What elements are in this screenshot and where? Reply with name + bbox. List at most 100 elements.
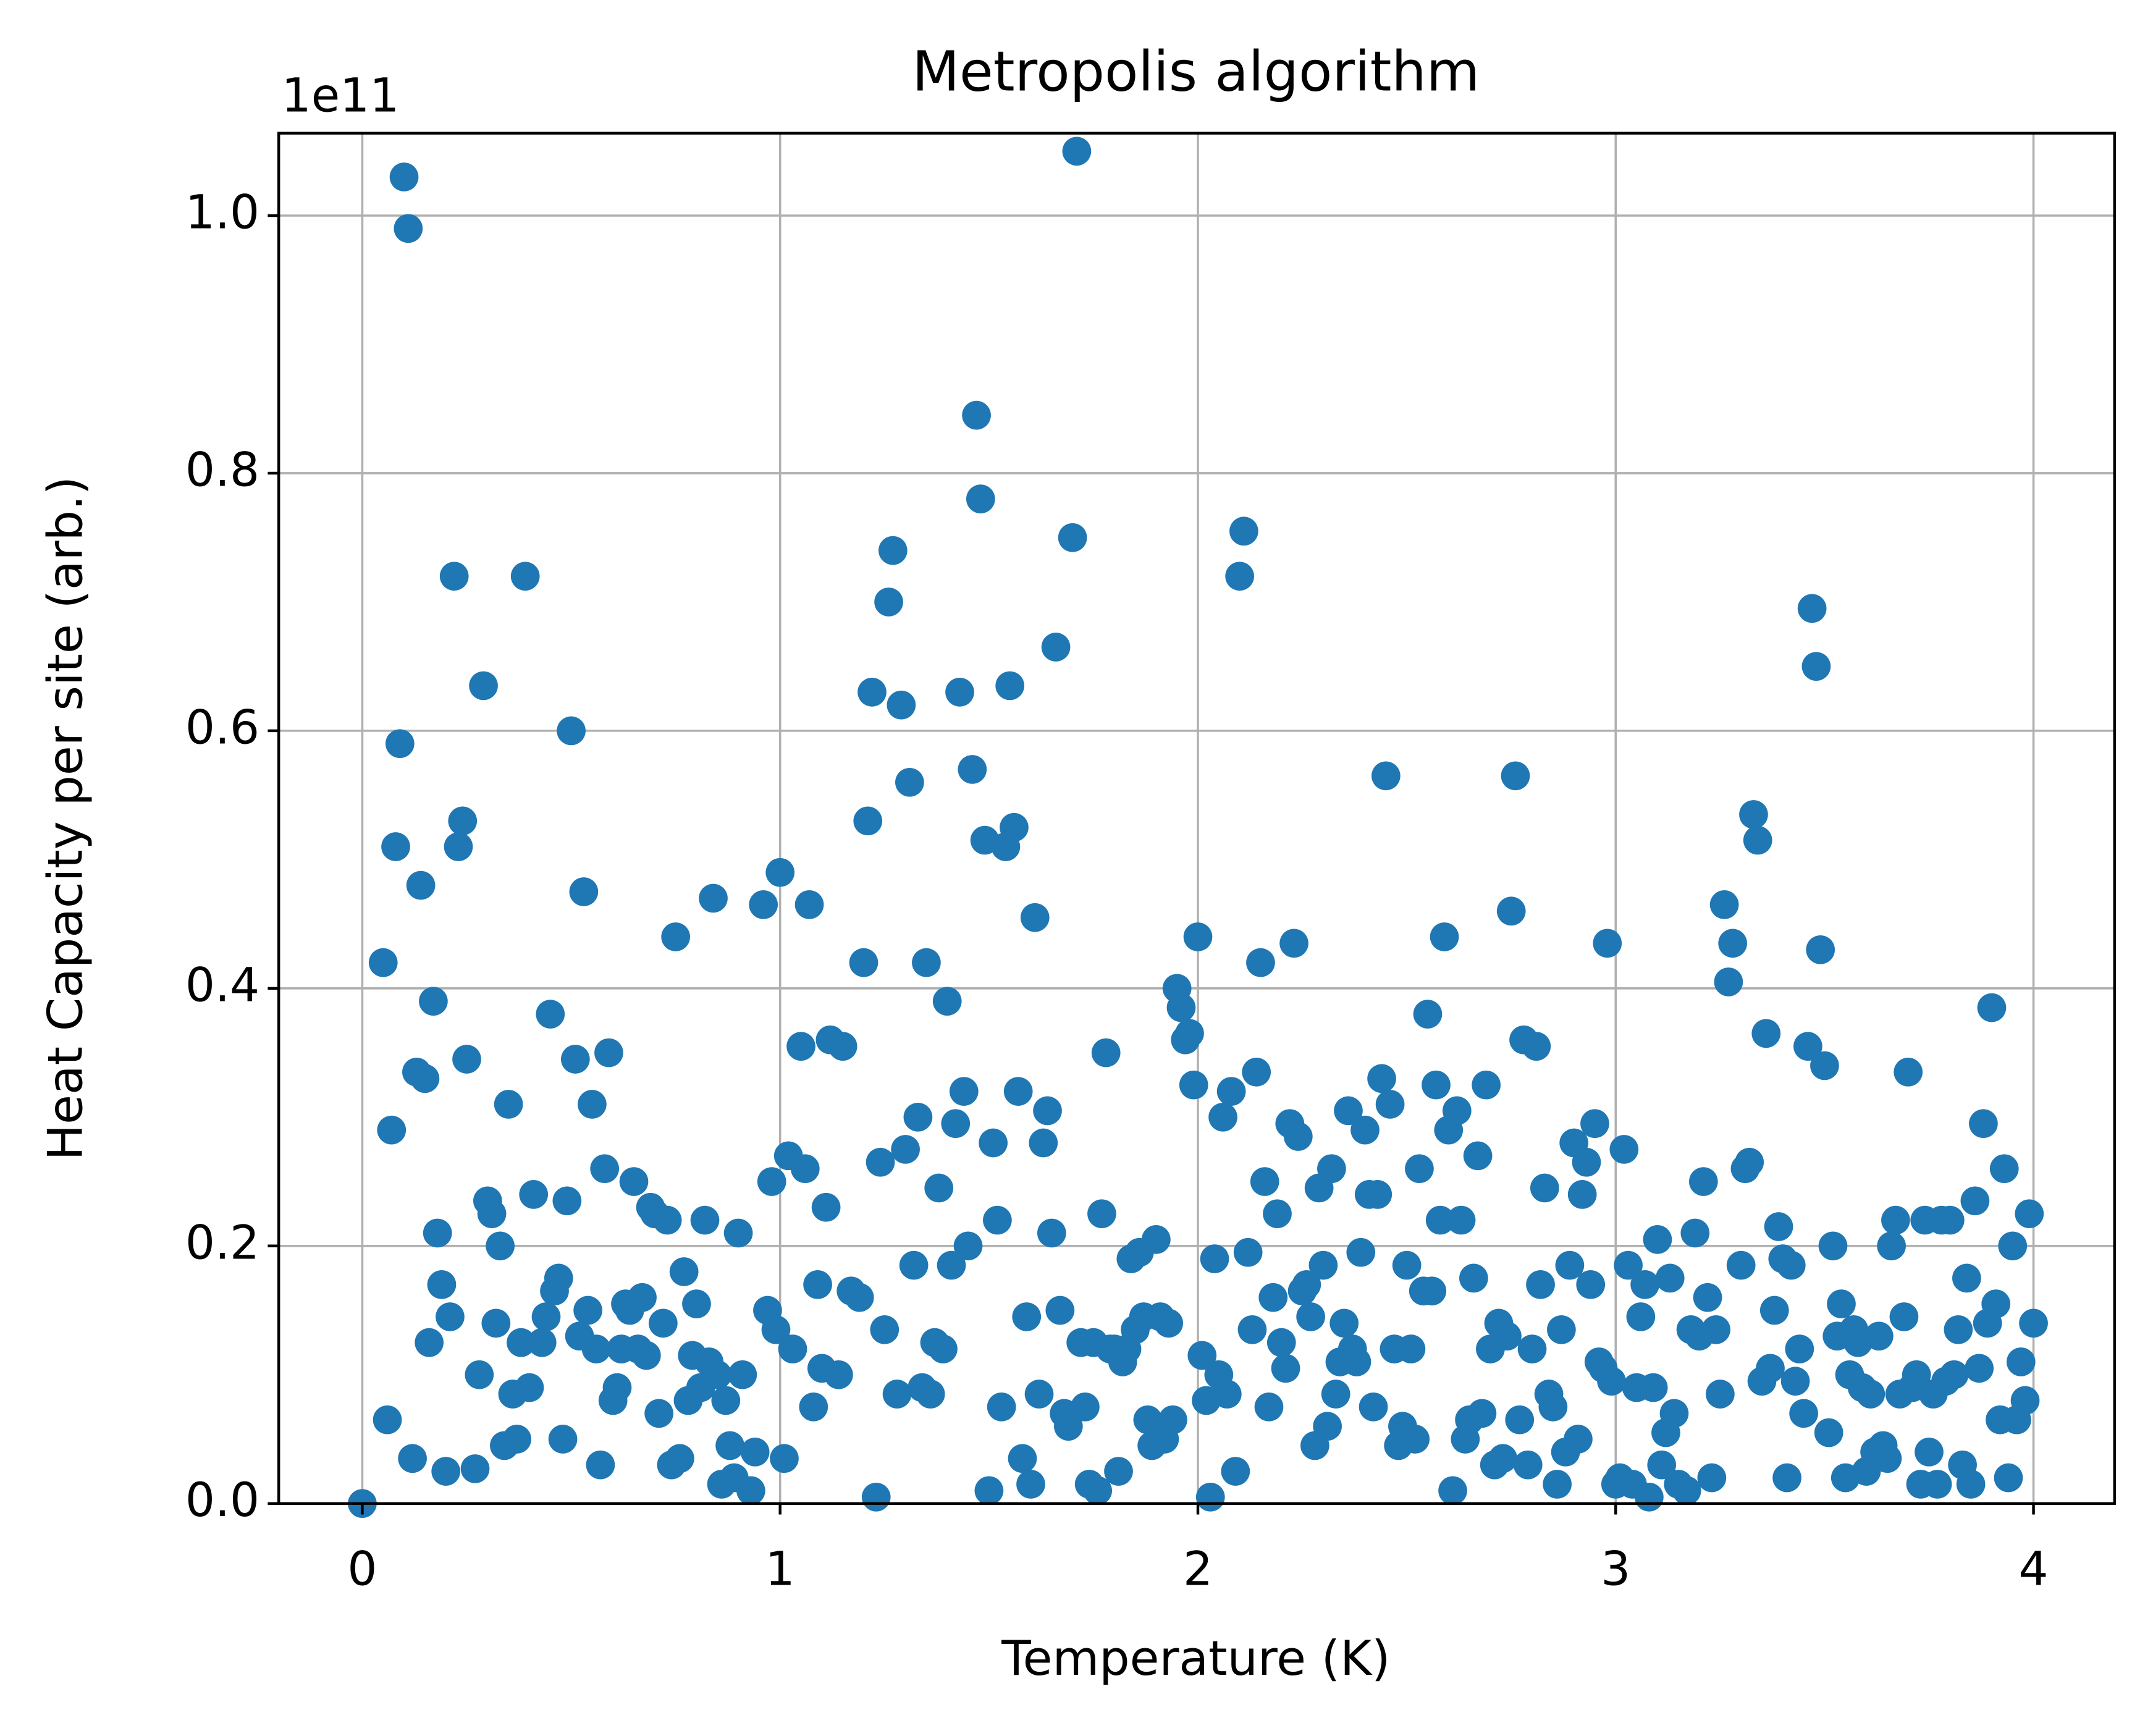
scatter-point: [1413, 1000, 1443, 1029]
scatter-point: [427, 1270, 457, 1299]
scatter-point: [1371, 761, 1401, 791]
scatter-point: [1688, 1167, 1718, 1196]
scatter-point: [723, 1218, 753, 1248]
scatter-point: [460, 1454, 490, 1483]
scatter-point: [1187, 1341, 1217, 1370]
scatter-point: [1045, 1296, 1075, 1325]
scatter-point: [1467, 1399, 1497, 1428]
scatter-point: [410, 1064, 440, 1093]
scatter-point: [573, 1296, 602, 1325]
scatter-point: [866, 1147, 895, 1177]
scatter-point: [1200, 1244, 1229, 1273]
scatter-point: [803, 1270, 832, 1299]
scatter-point: [1104, 1457, 1133, 1486]
scatter-point: [1133, 1405, 1163, 1435]
x-tick-label: 2: [1183, 1541, 1213, 1596]
scatter-point: [1195, 1482, 1225, 1512]
scatter-point: [1054, 1412, 1083, 1441]
scatter-point: [1635, 1482, 1664, 1512]
scatter-point: [586, 1450, 615, 1480]
scatter-point: [1776, 1250, 1806, 1280]
scatter-point: [502, 1425, 532, 1454]
scatter-point: [1317, 1154, 1346, 1184]
scatter-point: [527, 1328, 557, 1357]
scatter-point: [1827, 1289, 1856, 1318]
scatter-point: [1965, 1354, 1994, 1383]
scatter-point: [1977, 993, 2007, 1022]
scatter-point: [790, 1154, 820, 1184]
scatter-point: [444, 832, 473, 861]
scatter-point: [962, 400, 991, 430]
scatter-point: [439, 562, 469, 591]
scatter-point: [1263, 1199, 1292, 1228]
scatter-point: [1989, 1154, 2019, 1184]
scatter-point: [882, 1380, 912, 1409]
scatter-point: [1438, 1476, 1467, 1506]
scatter-point: [949, 1077, 979, 1106]
scatter-point: [995, 671, 1025, 701]
scatter-point: [1643, 1225, 1672, 1254]
scatter-point: [1902, 1360, 1931, 1389]
x-tick-label: 1: [765, 1541, 795, 1596]
scatter-point: [749, 890, 778, 919]
scatter-point: [1626, 1302, 1656, 1331]
scatter-point: [1142, 1225, 1171, 1254]
y-tick-label: 1.0: [185, 185, 259, 240]
scatter-point: [1225, 562, 1254, 591]
scatter-point: [1363, 1180, 1392, 1209]
scatter-point: [377, 1115, 407, 1145]
scatter-point: [423, 1218, 452, 1248]
scatter-point: [1780, 1367, 1810, 1396]
scatter-point: [828, 1032, 857, 1061]
scatter-point: [1058, 523, 1087, 552]
scatter-point: [974, 1476, 1004, 1506]
scatter-point: [1952, 1263, 1981, 1293]
scatter-point: [903, 1102, 933, 1132]
scatter-point: [1283, 1122, 1313, 1151]
scatter-point: [1547, 1315, 1576, 1344]
scatter-point: [1463, 1141, 1493, 1171]
scatter-point: [811, 1192, 841, 1222]
scatter-point: [1647, 1450, 1677, 1480]
scatter-point: [1442, 1096, 1472, 1126]
scatter-point: [2006, 1347, 2036, 1376]
scatter-point: [1555, 1250, 1585, 1280]
scatter-point: [1003, 1077, 1033, 1106]
scatter-point: [1029, 1128, 1058, 1158]
scatter-point: [916, 1380, 945, 1409]
scatter-point: [561, 1045, 590, 1074]
scatter-point: [891, 1135, 920, 1164]
scatter-point: [1237, 1315, 1267, 1344]
x-tick-label: 0: [347, 1541, 377, 1596]
x-tick-label: 4: [2019, 1541, 2049, 1596]
scatter-point: [531, 1302, 561, 1331]
scatter-point: [1593, 929, 1622, 958]
scatter-point: [765, 857, 795, 887]
scatter-point: [1250, 1167, 1279, 1196]
scatter-point: [1071, 1393, 1100, 1422]
scatter-point: [1000, 812, 1029, 842]
scatter-point: [1818, 1231, 1848, 1261]
scatter-point: [628, 1283, 657, 1312]
scatter-point: [1864, 1321, 1894, 1351]
scatter-point: [1564, 1425, 1593, 1454]
scatter-point: [1680, 1218, 1710, 1248]
scatter-point: [419, 987, 448, 1016]
scatter-point: [1459, 1263, 1488, 1293]
scatter-point: [661, 922, 690, 951]
scatter-point: [1580, 1109, 1609, 1139]
scatter-point: [1709, 890, 1739, 919]
scatter-point: [1751, 1019, 1781, 1048]
scatter-point: [619, 1167, 649, 1196]
scatter-point: [1693, 1283, 1722, 1312]
scatter-point: [652, 1205, 682, 1235]
scatter-point: [899, 1250, 929, 1280]
scatter-point: [1091, 1038, 1121, 1068]
scatter-point: [1158, 1405, 1187, 1435]
scatter-point: [1923, 1470, 1952, 1499]
scatter-point: [1526, 1270, 1555, 1299]
scatter-point: [1425, 1205, 1455, 1235]
scatter-point: [1367, 1064, 1396, 1093]
scatter-point: [1814, 1418, 1843, 1447]
